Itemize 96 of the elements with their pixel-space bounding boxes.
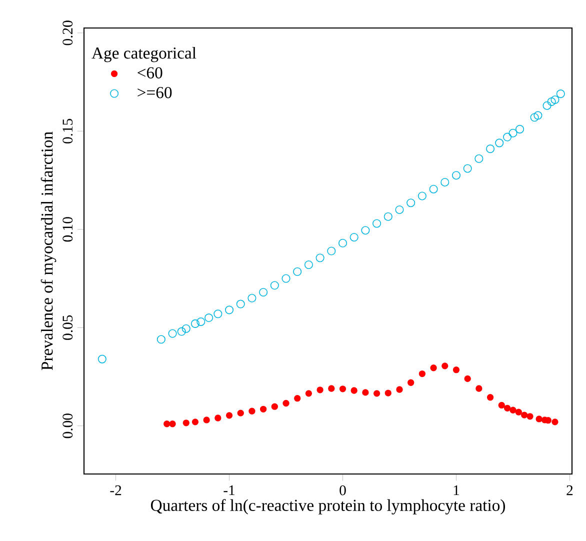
y-tick-label: 0.20 <box>62 20 73 46</box>
point <box>169 420 176 428</box>
point <box>452 171 461 180</box>
x-axis-title: Quarters of ln(c-reactive protein to lymphocyte ratio) <box>150 499 505 514</box>
point <box>552 418 558 426</box>
x-tick-label: 0 <box>340 485 346 496</box>
point <box>293 267 302 276</box>
point <box>98 354 106 364</box>
point <box>463 164 472 173</box>
point <box>486 394 494 401</box>
point <box>508 128 518 138</box>
point <box>429 184 438 194</box>
point <box>204 314 214 322</box>
point <box>156 335 166 344</box>
point <box>536 416 542 422</box>
point <box>396 386 403 393</box>
x-tick-label: -1 <box>224 485 234 496</box>
point <box>395 205 404 214</box>
y-tick-label: 0.00 <box>62 414 73 438</box>
point <box>516 124 524 134</box>
point <box>177 327 186 336</box>
point <box>237 410 244 416</box>
point <box>316 254 324 262</box>
point <box>486 144 495 154</box>
point <box>430 364 437 372</box>
point <box>305 390 312 397</box>
point <box>203 416 210 424</box>
point <box>190 319 200 328</box>
point <box>248 294 256 302</box>
point <box>164 420 170 428</box>
point <box>282 400 290 407</box>
x-tick-label: 2 <box>566 485 573 496</box>
point <box>182 324 190 333</box>
point <box>534 111 542 120</box>
point <box>316 386 324 394</box>
point <box>504 404 511 412</box>
point <box>476 385 482 392</box>
point <box>384 390 392 396</box>
point <box>542 101 552 110</box>
point <box>339 386 346 392</box>
point <box>510 406 516 414</box>
point <box>304 260 313 270</box>
point <box>271 403 278 410</box>
y-axis-title: Prevalence of myocardial infarction <box>40 132 56 370</box>
point <box>214 414 222 422</box>
point <box>282 274 290 283</box>
point <box>294 395 301 402</box>
point <box>474 154 484 163</box>
point <box>361 226 370 235</box>
point <box>515 408 522 416</box>
point <box>442 362 448 370</box>
point <box>498 402 505 409</box>
legend-title: Age categorical <box>92 46 196 62</box>
x-tick-label: -2 <box>110 485 122 496</box>
point <box>350 232 358 242</box>
point <box>328 385 335 392</box>
point <box>182 420 190 426</box>
point <box>406 198 416 208</box>
point <box>214 310 222 318</box>
y-tick-label: 0.15 <box>62 118 73 144</box>
point <box>338 238 348 248</box>
point <box>362 389 369 396</box>
point <box>350 387 358 394</box>
point <box>440 178 450 186</box>
point <box>327 246 336 256</box>
x-tick-label: 1 <box>454 485 460 496</box>
y-tick-label: 0.10 <box>62 217 73 242</box>
point <box>556 90 565 98</box>
point <box>418 370 426 378</box>
point <box>418 192 426 200</box>
point <box>225 306 234 314</box>
legend-label: >=60 <box>138 86 172 98</box>
point <box>168 329 177 338</box>
point <box>408 379 414 386</box>
point <box>259 288 268 297</box>
legend-label: <60 <box>138 67 162 78</box>
point <box>547 97 556 106</box>
point <box>452 366 460 374</box>
point <box>550 95 560 104</box>
point <box>372 219 382 228</box>
point <box>495 138 504 148</box>
point <box>526 413 534 420</box>
point <box>373 390 380 397</box>
point <box>520 412 528 418</box>
point <box>384 212 392 221</box>
point <box>248 408 256 414</box>
y-tick-label: 0.05 <box>62 315 73 340</box>
point <box>464 375 471 382</box>
point <box>503 132 512 142</box>
point <box>270 281 279 290</box>
point <box>530 113 539 122</box>
point <box>192 418 199 426</box>
point <box>226 412 233 419</box>
point <box>260 406 267 412</box>
point <box>236 300 245 308</box>
point <box>196 317 206 326</box>
